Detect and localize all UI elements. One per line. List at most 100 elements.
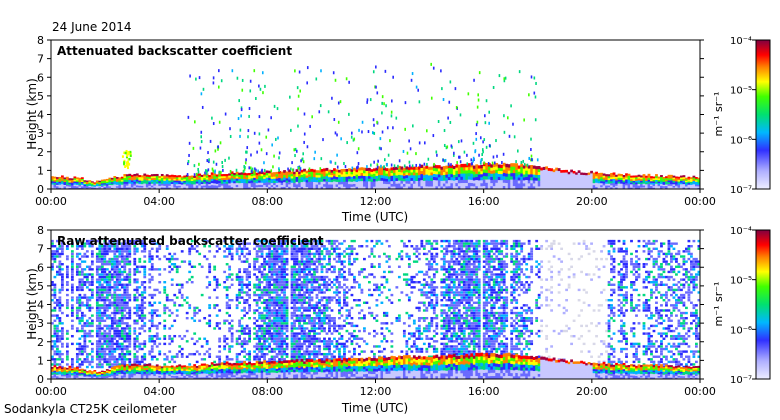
boundary-layer-cell	[343, 176, 346, 180]
boundary-layer-cell	[385, 183, 389, 187]
backscatter-cell	[298, 298, 301, 302]
backscatter-cell	[100, 363, 104, 366]
boundary-layer-cell	[78, 186, 82, 188]
backscatter-cell	[180, 250, 184, 253]
backscatter-cell	[150, 293, 154, 297]
boundary-layer-cell	[415, 172, 419, 176]
boundary-layer-cell	[353, 170, 356, 174]
boundary-layer-cell	[260, 171, 264, 174]
backscatter-speck	[334, 161, 337, 165]
boundary-layer-cell	[75, 181, 79, 184]
backscatter-speck	[376, 165, 379, 169]
backscatter-cell	[203, 337, 207, 340]
backscatter-cell	[90, 245, 94, 248]
backscatter-cell	[235, 252, 239, 256]
backscatter-cell	[120, 358, 124, 361]
backscatter-cell	[53, 309, 57, 312]
boundary-layer-cell	[445, 180, 449, 184]
backscatter-cell	[285, 278, 289, 281]
boundary-layer-cell	[620, 185, 623, 188]
boundary-layer-cell	[527, 165, 531, 169]
backscatter-cell	[70, 311, 74, 315]
boundary-layer-cell	[88, 180, 92, 182]
backscatter-speck	[432, 134, 435, 138]
backscatter-cell	[60, 250, 64, 253]
boundary-layer-cell	[135, 183, 139, 186]
boundary-layer-cell	[55, 187, 59, 189]
boundary-layer-cell	[642, 187, 646, 189]
boundary-layer-cell	[350, 181, 354, 185]
backscatter-speck	[372, 118, 375, 122]
boundary-layer-cell	[78, 183, 82, 186]
boundary-layer-cell	[460, 167, 464, 171]
backscatter-cell	[268, 265, 271, 268]
backscatter-cell	[278, 252, 281, 256]
backscatter-cell	[133, 288, 137, 292]
backscatter-cell	[300, 301, 304, 304]
backscatter-cell	[295, 288, 299, 292]
boundary-layer-cell	[208, 187, 212, 189]
backscatter-cell	[255, 257, 259, 261]
backscatter-cell	[300, 334, 304, 338]
backscatter-cell	[300, 306, 304, 310]
backscatter-cell	[51, 322, 54, 325]
backscatter-speck	[267, 128, 270, 132]
backscatter-cell	[278, 352, 281, 356]
backscatter-cell	[290, 286, 294, 289]
boundary-layer-cell	[178, 185, 182, 188]
backscatter-cell	[88, 316, 92, 320]
boundary-layer-cell	[233, 184, 237, 188]
boundary-layer-cell	[363, 178, 366, 182]
backscatter-cell	[155, 334, 159, 338]
backscatter-cell	[225, 311, 229, 315]
backscatter-speck	[419, 163, 421, 167]
backscatter-cell	[190, 245, 194, 248]
backscatter-cell	[60, 327, 64, 330]
boundary-layer-cell	[407, 175, 411, 179]
backscatter-cell	[238, 283, 242, 286]
backscatter-cell	[295, 286, 299, 289]
backscatter-cell	[60, 304, 64, 307]
backscatter-cell	[263, 245, 266, 248]
backscatter-speck	[236, 76, 239, 80]
backscatter-speck	[523, 162, 526, 166]
boundary-layer-cell	[555, 175, 559, 179]
backscatter-cell	[153, 334, 157, 338]
backscatter-cell	[258, 239, 261, 243]
boundary-layer-cell	[373, 176, 376, 179]
boundary-layer-cell	[203, 179, 207, 182]
backscatter-cell	[113, 342, 117, 346]
boundary-layer-cell	[470, 185, 474, 189]
boundary-layer-cell	[348, 173, 351, 177]
boundary-layer-cell	[233, 186, 237, 189]
boundary-layer-cell	[635, 180, 638, 183]
backscatter-cell	[223, 245, 227, 248]
backscatter-cell	[53, 332, 57, 335]
boundary-layer-cell	[340, 171, 344, 175]
backscatter-cell	[268, 250, 271, 253]
boundary-layer-cell	[612, 176, 616, 179]
boundary-layer-cell	[682, 182, 686, 185]
backscatter-cell	[85, 324, 89, 328]
boundary-layer-cell	[168, 175, 172, 178]
boundary-layer-cell	[115, 184, 119, 187]
backscatter-cell	[185, 340, 189, 343]
backscatter-cell	[120, 342, 124, 346]
backscatter-cell	[170, 311, 174, 315]
boundary-layer-cell	[495, 179, 499, 183]
backscatter-cell	[51, 345, 54, 348]
boundary-layer-cell	[462, 170, 466, 174]
backscatter-cell	[55, 255, 59, 258]
backscatter-cell	[120, 316, 124, 320]
boundary-layer-cell	[333, 183, 336, 187]
backscatter-cell	[123, 316, 127, 320]
backscatter-cell	[100, 286, 104, 289]
boundary-layer-cell	[55, 184, 59, 187]
boundary-layer-cell	[318, 179, 321, 183]
backscatter-cell	[230, 257, 234, 261]
backscatter-cell	[238, 352, 242, 356]
boundary-layer-cell	[545, 177, 549, 181]
boundary-layer-cell	[515, 182, 519, 187]
boundary-layer-cell	[348, 170, 351, 174]
backscatter-cell	[100, 278, 104, 281]
